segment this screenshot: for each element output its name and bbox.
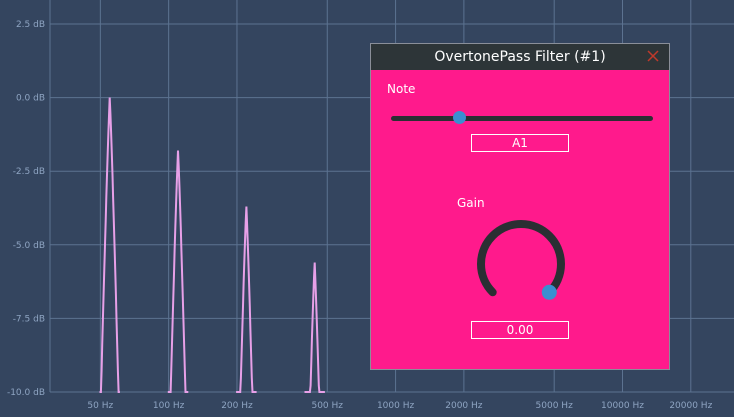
- y-tick-label: -10.0 dB: [7, 388, 45, 398]
- gain-label: Gain: [457, 196, 485, 210]
- x-tick-label: 20000 Hz: [669, 401, 712, 411]
- y-tick-label: 2.5 dB: [16, 20, 45, 30]
- note-label: Note: [387, 82, 416, 96]
- x-tick-label: 2000 Hz: [445, 401, 483, 411]
- dialog-titlebar[interactable]: OvertonePass Filter (#1): [371, 44, 669, 70]
- y-axis-labels: 2.5 dB 0.0 dB -2.5 dB -5.0 dB -7.5 dB -10.0 d…: [7, 20, 45, 398]
- y-tick-label: 0.0 dB: [16, 94, 45, 104]
- gain-value-field[interactable]: 0.00: [471, 321, 569, 339]
- x-tick-label: 50 Hz: [87, 401, 113, 411]
- y-tick-label: -7.5 dB: [13, 314, 45, 324]
- close-icon[interactable]: [645, 48, 661, 64]
- x-axis-labels: 50 Hz 100 Hz 200 Hz 500 Hz 1000 Hz 2000 Hz 500…: [87, 401, 712, 411]
- x-tick-label: 5000 Hz: [536, 401, 574, 411]
- x-tick-label: 10000 Hz: [601, 401, 644, 411]
- y-tick-label: -5.0 dB: [13, 241, 45, 251]
- overtonepass-filter-dialog: OvertonePass Filter (#1) Note A1 Gain 0.…: [370, 43, 670, 370]
- note-slider-track[interactable]: [391, 116, 653, 121]
- x-tick-label: 200 Hz: [221, 401, 253, 411]
- gain-knob-thumb: [541, 284, 557, 300]
- dialog-title: OvertonePass Filter (#1): [434, 49, 606, 65]
- response-curve: [99, 97, 325, 393]
- y-tick-label: -2.5 dB: [13, 167, 45, 177]
- x-tick-label: 100 Hz: [153, 401, 185, 411]
- note-value-field[interactable]: A1: [471, 134, 569, 152]
- x-tick-label: 1000 Hz: [377, 401, 415, 411]
- gain-knob[interactable]: [466, 214, 576, 314]
- gain-knob-arc: [477, 220, 565, 297]
- note-slider-thumb[interactable]: [453, 111, 467, 124]
- x-tick-label: 500 Hz: [311, 401, 343, 411]
